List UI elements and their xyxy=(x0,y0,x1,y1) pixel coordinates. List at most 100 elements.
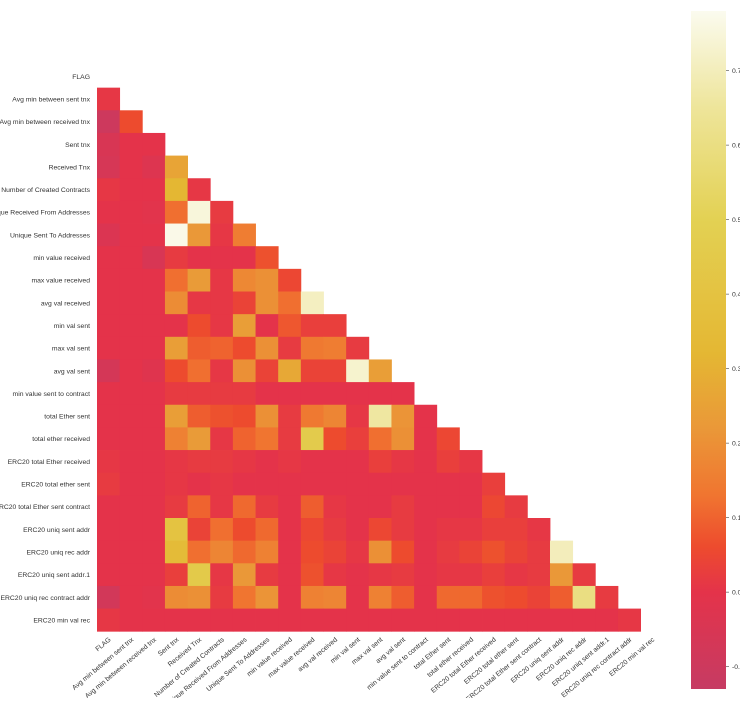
heatmap-cell xyxy=(142,314,166,338)
heatmap-cell xyxy=(97,563,121,587)
column-tick-label: FLAG xyxy=(95,636,113,653)
heatmap-cell xyxy=(142,472,166,496)
heatmap-cell xyxy=(164,246,188,270)
heatmap-cell xyxy=(278,291,302,315)
heatmap-cell xyxy=(414,585,438,609)
heatmap-cell xyxy=(255,472,279,496)
heatmap-cell xyxy=(119,314,143,338)
heatmap-cell xyxy=(119,200,143,224)
heatmap-cell xyxy=(504,540,528,564)
heatmap-cell xyxy=(346,495,370,519)
heatmap-cell xyxy=(97,223,121,247)
heatmap-cell xyxy=(255,585,279,609)
heatmap-cell xyxy=(300,314,324,338)
heatmap-cell xyxy=(142,404,166,428)
heatmap-cell xyxy=(323,427,347,451)
heatmap-cell xyxy=(97,518,121,542)
heatmap-cell xyxy=(119,110,143,134)
heatmap-cell xyxy=(278,450,302,474)
heatmap-cell xyxy=(436,608,460,632)
heatmap-cell xyxy=(97,336,121,360)
heatmap-cell xyxy=(368,585,392,609)
heatmap-cell xyxy=(436,585,460,609)
row-tick-label: Avg min between received tnx xyxy=(0,119,91,126)
heatmap-cell xyxy=(97,87,121,111)
heatmap-cell xyxy=(255,518,279,542)
row-tick-label: Sent tnx xyxy=(65,142,91,149)
heatmap-cell xyxy=(119,178,143,202)
heatmap-cell xyxy=(210,200,234,224)
heatmap-cell xyxy=(572,563,596,587)
heatmap-cell xyxy=(300,336,324,360)
heatmap-cell xyxy=(436,427,460,451)
heatmap-cell xyxy=(232,540,256,564)
heatmap-cell xyxy=(97,110,121,134)
heatmap-cell xyxy=(97,246,121,270)
heatmap-cell xyxy=(368,359,392,383)
heatmap-cell xyxy=(414,540,438,564)
heatmap-cell xyxy=(119,336,143,360)
heatmap-cell xyxy=(164,518,188,542)
heatmap-cell xyxy=(164,178,188,202)
heatmap-cell xyxy=(97,268,121,292)
heatmap-cell xyxy=(119,427,143,451)
heatmap-cell xyxy=(210,450,234,474)
heatmap-cell xyxy=(187,178,211,202)
heatmap-cell xyxy=(414,404,438,428)
heatmap-cell xyxy=(368,450,392,474)
heatmap-cell xyxy=(164,404,188,428)
heatmap-cell xyxy=(97,427,121,451)
heatmap-cell xyxy=(142,223,166,247)
heatmap-cell xyxy=(550,563,574,587)
heatmap-cell xyxy=(119,268,143,292)
colorbar-tick-label: 0.4 xyxy=(732,292,740,299)
row-tick-label: Received Tnx xyxy=(49,164,91,171)
heatmap-cell xyxy=(210,223,234,247)
heatmap-cell xyxy=(97,155,121,179)
heatmap-cell xyxy=(482,563,506,587)
heatmap-cell xyxy=(255,540,279,564)
row-tick-label: ERC20 uniq rec addr xyxy=(27,549,91,556)
heatmap-cell xyxy=(391,518,415,542)
row-tick-label: total Ether sent xyxy=(44,414,90,421)
heatmap-cell xyxy=(232,495,256,519)
heatmap-cell xyxy=(142,518,166,542)
heatmap-cell xyxy=(164,155,188,179)
heatmap-cell xyxy=(119,291,143,315)
heatmap-cell xyxy=(97,450,121,474)
heatmap-cell xyxy=(164,450,188,474)
heatmap-cell xyxy=(210,472,234,496)
heatmap-cell xyxy=(164,495,188,519)
colorbar-tick-label: 0.3 xyxy=(732,366,740,373)
heatmap-cell xyxy=(187,472,211,496)
heatmap-cell xyxy=(142,291,166,315)
heatmap-cell xyxy=(255,314,279,338)
heatmap-cell xyxy=(142,427,166,451)
colorbar-tick-label: 0.6 xyxy=(732,143,740,150)
row-tick-label: min value received xyxy=(33,255,90,262)
heatmap-cell xyxy=(97,178,121,202)
row-tick-label: max val sent xyxy=(52,346,90,353)
heatmap-cell xyxy=(255,268,279,292)
heatmap-cell xyxy=(142,450,166,474)
heatmap-cell xyxy=(459,585,483,609)
heatmap-cells xyxy=(97,87,641,632)
heatmap-cell xyxy=(278,495,302,519)
heatmap-cell xyxy=(482,518,506,542)
row-tick-label: avg val sent xyxy=(54,368,90,375)
heatmap-cell xyxy=(142,495,166,519)
heatmap-cell xyxy=(210,563,234,587)
heatmap-cell xyxy=(164,608,188,632)
heatmap-cell xyxy=(527,540,551,564)
heatmap-cell xyxy=(346,518,370,542)
heatmap-cell xyxy=(119,155,143,179)
heatmap-cell xyxy=(436,495,460,519)
heatmap-cell xyxy=(187,518,211,542)
heatmap-cell xyxy=(187,404,211,428)
colorbar-tick-label: -0.1 xyxy=(732,664,740,671)
heatmap-cell xyxy=(255,427,279,451)
row-tick-label: FLAG xyxy=(72,74,90,81)
